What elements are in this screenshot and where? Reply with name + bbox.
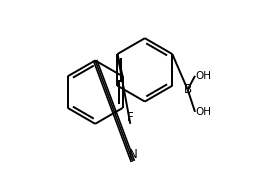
Text: OH: OH <box>195 107 211 117</box>
Text: B: B <box>183 83 192 96</box>
Text: OH: OH <box>195 71 211 81</box>
Text: F: F <box>127 111 134 124</box>
Text: N: N <box>129 148 137 161</box>
